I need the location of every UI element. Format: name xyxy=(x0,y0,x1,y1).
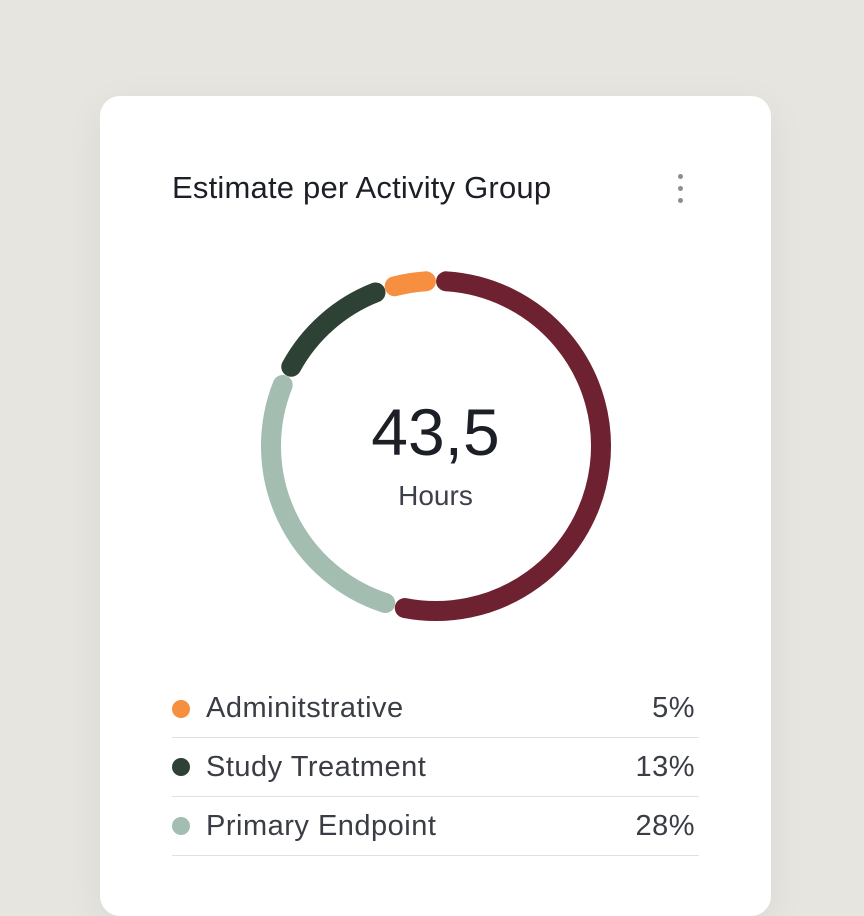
more-options-icon[interactable] xyxy=(666,170,694,210)
chart-card: Estimate per Activity Group 43,5 Hours A… xyxy=(100,96,771,916)
slice-adminitstrative xyxy=(384,271,436,297)
slice-study-treatment xyxy=(281,282,386,377)
total-hours-unit: Hours xyxy=(398,480,473,511)
total-hours-value: 43,5 xyxy=(371,395,500,469)
slice-primary-endpoint xyxy=(261,374,396,614)
legend-dot xyxy=(172,817,190,835)
legend: Adminitstrative 5% Study Treatment 13% P… xyxy=(172,680,699,856)
legend-value: 13% xyxy=(635,750,695,783)
legend-dot xyxy=(172,758,190,776)
slice-other xyxy=(394,271,611,621)
legend-value: 5% xyxy=(652,692,695,724)
legend-value: 28% xyxy=(635,809,695,842)
legend-dot xyxy=(172,699,190,718)
card-title: Estimate per Activity Group xyxy=(172,170,552,205)
legend-label: Study Treatment xyxy=(206,750,427,783)
legend-label: Primary Endpoint xyxy=(206,809,437,842)
legend-item-study-treatment: Study Treatment 13% xyxy=(172,738,699,797)
legend-item-primary-endpoint: Primary Endpoint 28% xyxy=(172,797,699,856)
legend-label: Adminitstrative xyxy=(206,692,404,724)
legend-item-adminitstrative: Adminitstrative 5% xyxy=(172,680,699,738)
donut-chart xyxy=(261,271,611,621)
